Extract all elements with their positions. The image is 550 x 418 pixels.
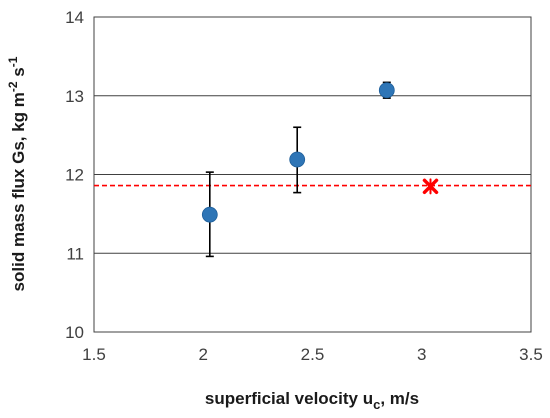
data-point <box>201 206 218 223</box>
plot-area <box>93 16 532 333</box>
y-tick-label: 11 <box>66 244 84 263</box>
y-tick-label: 14 <box>65 8 84 27</box>
x-axis-title-rest: , m/s <box>380 389 419 408</box>
data-point <box>289 151 306 168</box>
x-tick-label: 2.5 <box>301 345 325 364</box>
y-axis-title-sup1: -2 <box>6 81 20 92</box>
y-axis-title: solid mass flux Gs, kg m-2 s-1 <box>6 56 28 291</box>
y-tick-label: 12 <box>65 166 84 185</box>
y-axis-title-sup2: -1 <box>6 56 20 67</box>
y-axis-title-main: solid mass flux Gs, kg m <box>9 92 28 291</box>
x-axis-title: superficial velocity uc, m/s <box>205 389 419 412</box>
data-points <box>201 82 439 223</box>
x-tick-label: 2 <box>199 345 208 364</box>
x-axis-title-subscript: c <box>373 397 380 412</box>
y-tick-label: 10 <box>65 323 84 342</box>
x-tick-labels: 1.5 2 2.5 3 3.5 <box>82 345 543 364</box>
x-tick-label: 3 <box>417 345 426 364</box>
x-axis-title-main: superficial velocity u <box>205 389 373 408</box>
error-bars <box>205 81 391 258</box>
x-tick-label: 3.5 <box>519 345 543 364</box>
x-tick-label: 1.5 <box>82 345 106 364</box>
data-point <box>378 82 395 99</box>
grid-lines <box>94 16 531 254</box>
y-tick-label: 13 <box>65 87 84 106</box>
data-point-x-marker <box>422 178 439 195</box>
y-axis-title-mid: s <box>9 67 28 81</box>
y-tick-labels: 10 11 12 13 14 <box>65 8 84 342</box>
